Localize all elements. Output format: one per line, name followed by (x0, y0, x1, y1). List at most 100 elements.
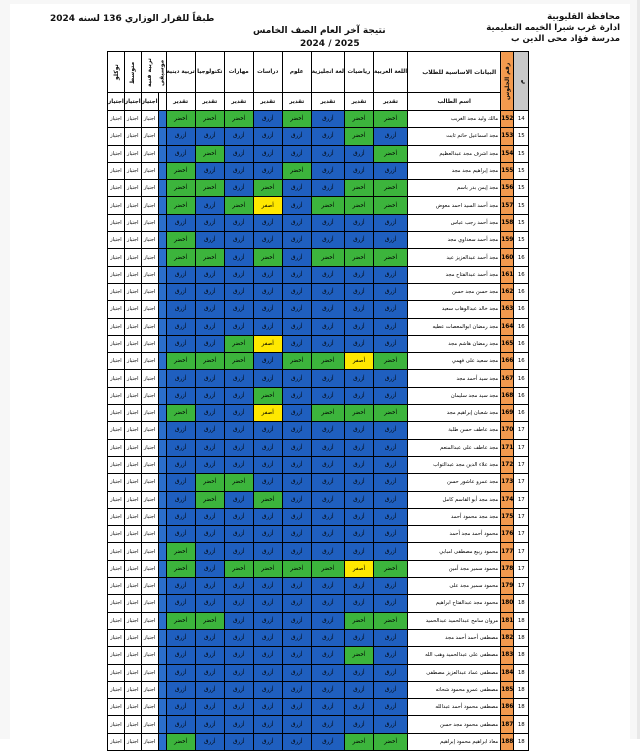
pass-cell: اجتياز (107, 369, 125, 388)
grade-cell: أزرق (281, 680, 312, 700)
grade-cell: أزرق (223, 369, 254, 388)
grade-cell: أزرق (223, 732, 254, 751)
pass-cell: اجتياز (123, 334, 142, 354)
grade-cell: أخضر (194, 109, 225, 129)
grade-cell: أخضر (372, 404, 409, 423)
pass-cell: اجتياز (140, 386, 159, 406)
grade-cell: أزرق (310, 438, 345, 457)
student-name: محمود ربيع مصطفى امبابي (407, 542, 502, 561)
grade-cell: أزرق (281, 144, 312, 163)
student-name: مجد مجد محمود أحمد (407, 507, 502, 527)
table-row: 17 177 محمود ربيع مصطفى امبابي أزرق أزرق أزرق… (107, 542, 530, 561)
grade-cell: أزرق (223, 127, 254, 146)
grade-cell: أزرق (165, 473, 196, 492)
pass-cell: اجتياز (123, 680, 142, 700)
pass-cell: اجتياز (140, 611, 159, 630)
pass-cell: اجتياز (123, 732, 142, 751)
grade-cell: أخضر (165, 611, 196, 630)
grade-cell: أزرق (281, 265, 312, 284)
grade-cell: أزرق (343, 680, 374, 700)
grade-cell: أخضر (194, 179, 225, 198)
pass-cell: اجتياز (107, 265, 125, 284)
grade-cell: أزرق (194, 334, 225, 354)
seat-number: 161 (500, 265, 515, 284)
grade-cell: أزرق (310, 161, 345, 181)
narrow-cell (157, 438, 167, 457)
row-number: 15 (513, 213, 530, 233)
student-name: مجد اسماعيل حاتم ثابت (407, 127, 502, 146)
grade-cell: أخضر (252, 179, 283, 198)
student-name: محمود مجد عبدالفتاح ابراهيم (407, 594, 502, 613)
pass-cell: اجتياز (140, 525, 159, 544)
col-total: توكلو (107, 51, 125, 93)
row-number: 18 (513, 732, 530, 751)
table-row: 18 180 محمود مجد عبدالفتاح ابراهيم أزرق أزرق… (107, 594, 530, 613)
grade-cell: أزرق (194, 127, 225, 146)
grade-cell: أزرق (372, 473, 409, 492)
grade-cell: أزرق (165, 438, 196, 457)
col-art: تربية فنية (141, 51, 159, 93)
pass-cell: اجتياز (140, 715, 159, 734)
grade-cell: أزرق (194, 698, 225, 717)
narrow-cell (157, 455, 167, 475)
pass-cell: اجتياز (107, 455, 125, 475)
student-name: مصطفى عماد عبدالعزيز مصطفى (407, 663, 502, 682)
seat-number: 158 (500, 213, 515, 233)
grade-cell: أزرق (372, 628, 409, 648)
grade-cell: أزرق (281, 404, 312, 423)
narrow-cell (157, 282, 167, 302)
grade-cell: أزرق (165, 507, 196, 527)
grade-cell: أزرق (194, 231, 225, 250)
col-avg: متوسط (124, 51, 142, 93)
grade-cell: أزرق (165, 144, 196, 163)
pass-cell: اجتياز (107, 663, 125, 682)
grade-cell: أخضر (372, 144, 409, 163)
grade-cell: أزرق (343, 300, 374, 319)
row-number: 17 (513, 542, 530, 561)
pass-cell: اجتياز (140, 144, 159, 163)
student-name: مجد رمضان هاشم مجد (407, 334, 502, 354)
grade-cell: أزرق (343, 317, 374, 336)
pass-cell: اجتياز (140, 334, 159, 354)
table-row: 16 165 مجد رمضان هاشم مجد أزرق أزرق أزرق أزرق أ… (107, 334, 530, 354)
grade-cell: أزرق (343, 161, 374, 181)
grade-cell: أخضر (165, 196, 196, 215)
col-math: رياضيات (343, 51, 374, 93)
grade-cell: أزرق (165, 698, 196, 717)
grade-cell: أزرق (310, 473, 345, 492)
row-number: 16 (513, 404, 530, 423)
grade-cell: أزرق (194, 300, 225, 319)
grade-cell: أزرق (372, 438, 409, 457)
grade-cell: أزرق (165, 213, 196, 233)
grade-cell: أزرق (252, 542, 283, 561)
decree-label: طبقاً للقرار الوزاري 136 لسنه 2024 (50, 14, 215, 24)
pass-cell: اجتياز (140, 507, 159, 527)
grade-cell: أزرق (165, 282, 196, 302)
grade-cell: أخضر (252, 248, 283, 267)
pass-cell: اجتياز (140, 490, 159, 509)
grade-cell: أزرق (281, 525, 312, 544)
grade-cell: أخضر (310, 196, 345, 215)
table-row: 15 156 مجد إيمن بدر باسم أخضر أخضر أزرق أزرق أخ… (107, 179, 530, 198)
grade-cell: أزرق (310, 265, 345, 284)
grade-cell: أزرق (281, 473, 312, 492)
pass-cell: اجتياز (107, 698, 125, 717)
row-number: 17 (513, 525, 530, 544)
table-row: 17 171 مجد عاطف على عبدالمنعم أزرق أزرق أزرق أ… (107, 438, 530, 457)
pass-cell: اجتياز (107, 715, 125, 734)
student-name: مجد أحمد السيد احمد معوض (407, 196, 502, 215)
student-name: مصطفى أحمد أحمد مجد (407, 628, 502, 648)
grade-cell: أزرق (343, 490, 374, 509)
pass-cell: اجتياز (140, 127, 159, 146)
row-number: 16 (513, 317, 530, 336)
narrow-cell (157, 473, 167, 492)
narrow-cell (157, 369, 167, 388)
table-row: 17 170 مجد عاطف حسن طلبة أزرق أزرق أزرق أزرق أز… (107, 421, 530, 440)
grade-cell: أزرق (223, 455, 254, 475)
grade-cell: أزرق (281, 369, 312, 388)
scrollbar-track[interactable] (637, 0, 640, 739)
table-row: 18 183 مصطفى على عبدالحميد وهب الله أزرق أخض… (107, 646, 530, 665)
pass-cell: اجتياز (123, 231, 142, 250)
grade-cell: أزرق (310, 732, 345, 751)
grade-cell: أزرق (281, 438, 312, 457)
